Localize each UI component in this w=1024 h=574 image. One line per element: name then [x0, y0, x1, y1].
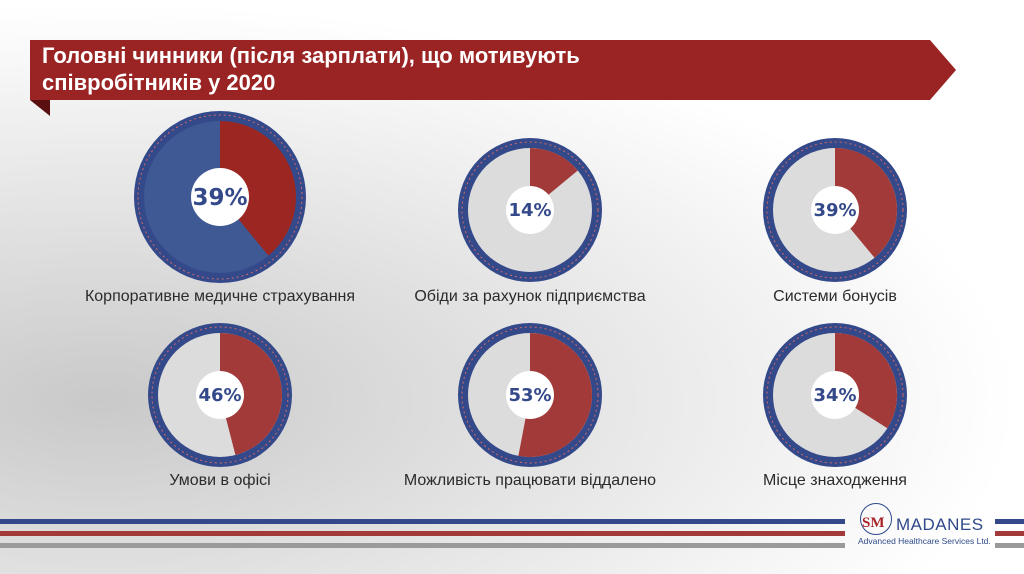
stripe-blue [0, 519, 845, 524]
stripe-red [0, 531, 845, 536]
pie-value-slice [518, 333, 593, 457]
pie-stitch [461, 326, 599, 464]
pie-category-label: Обіди за рахунок підприємства [414, 288, 646, 305]
pie-value-label: 46% [198, 385, 241, 406]
pie-value-slice [220, 333, 282, 456]
pie-center [506, 371, 554, 419]
pie-value-label: 14% [508, 200, 551, 221]
title-line-2: співробітників у 2020 [42, 70, 276, 95]
stripe-blue-right [995, 519, 1024, 524]
pie-value-slice [220, 121, 296, 256]
pie-stitch [766, 141, 904, 279]
pie-category-label: Можливість працювати віддалено [403, 472, 657, 489]
pie-stitch [137, 114, 303, 280]
pie-stitch [766, 326, 904, 464]
pie-value-slice [835, 148, 897, 258]
pie-value-label: 39% [192, 185, 247, 211]
pie-center [506, 186, 554, 234]
logo-subtitle: Advanced Healthcare Services Ltd. [858, 536, 991, 546]
stripe-gray [0, 543, 845, 548]
pie-category-label: Корпоративне медичне страхування [84, 288, 356, 305]
pie-center [191, 168, 249, 226]
logo-emblem [860, 503, 892, 535]
page-title: Головні чинники (після зарплати), що мот… [42, 42, 742, 96]
pie-value-label: 39% [813, 200, 856, 221]
stripe-gray-right [995, 543, 1024, 548]
stripe-red-right [995, 531, 1024, 536]
pie-category-label: Системи бонусів [773, 288, 897, 305]
pie-center [811, 186, 859, 234]
pie-category-label: Місце знаходження [763, 472, 907, 489]
pie-stitch [461, 141, 599, 279]
title-line-1: Головні чинники (після зарплати), що мот… [42, 43, 580, 68]
company-logo: SM MADANES Advanced Healthcare Services … [858, 503, 991, 549]
pie-value-label: 53% [508, 385, 551, 406]
pie-value-label: 34% [813, 385, 856, 406]
pie-stitch [151, 326, 289, 464]
pie-center [196, 371, 244, 419]
logo-mark: SM [862, 515, 885, 531]
logo-name: MADANES [896, 515, 984, 534]
pie-center [811, 371, 859, 419]
pie-category-label: Умови в офісі [169, 472, 271, 489]
